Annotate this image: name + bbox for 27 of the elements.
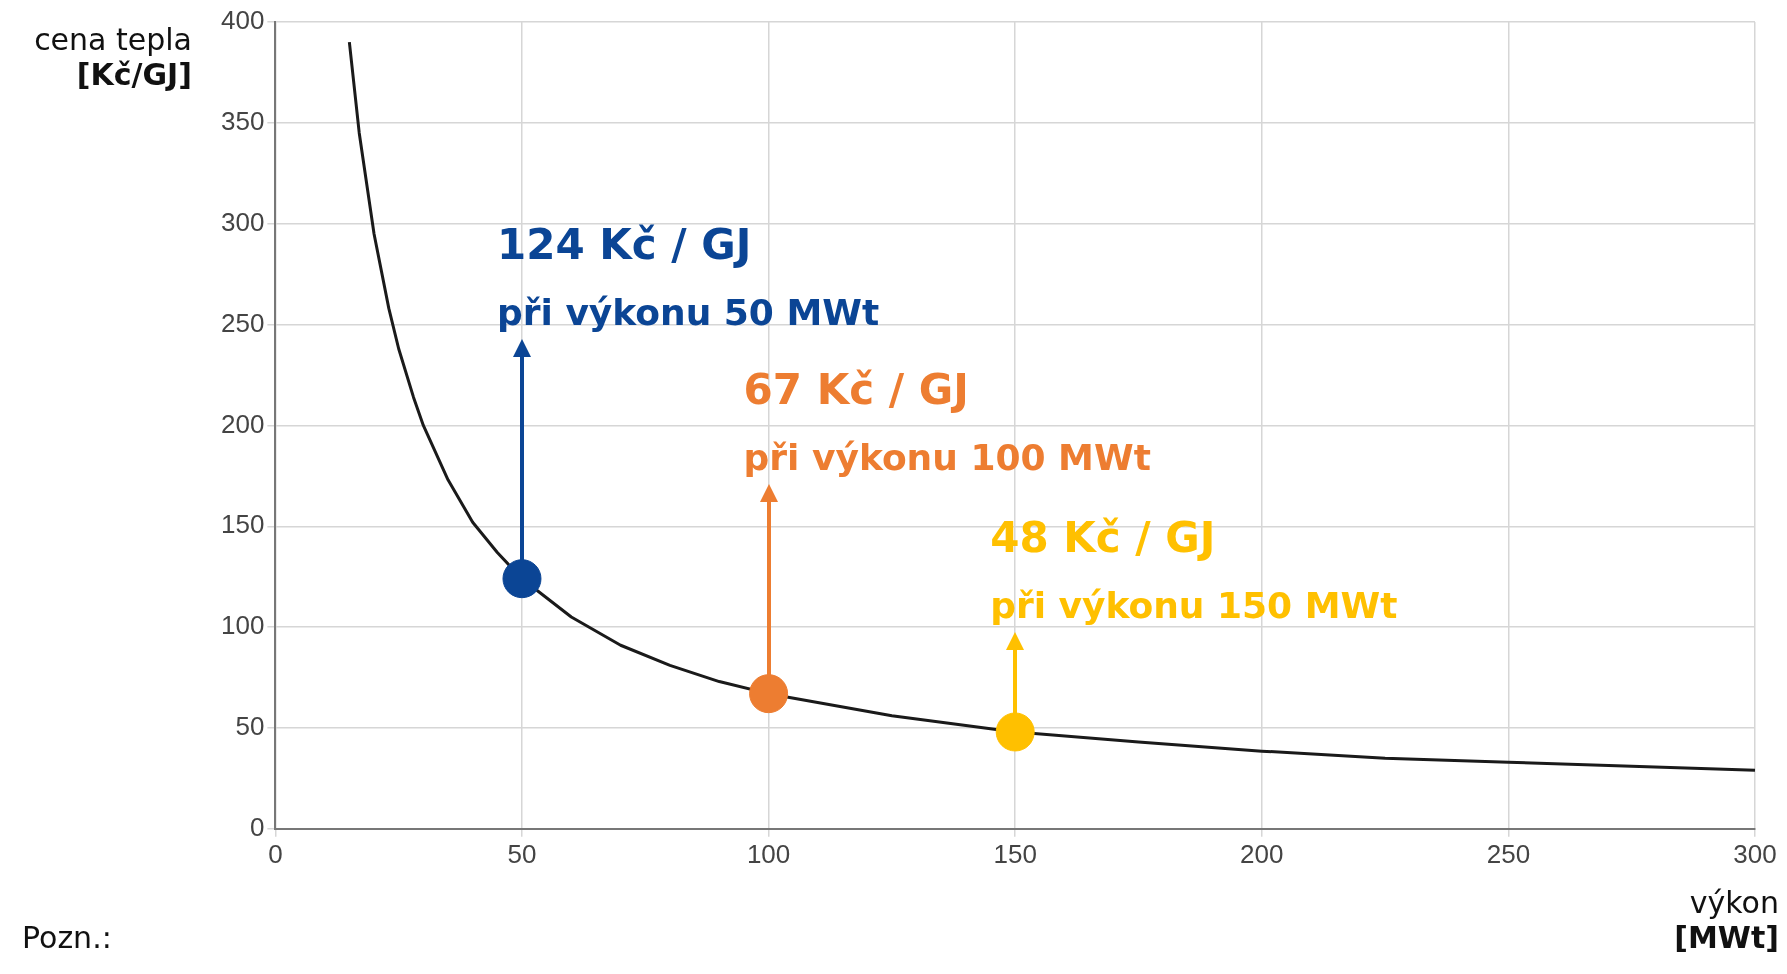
y-tick-label: 100 — [220, 610, 265, 641]
y-tick-label: 400 — [220, 5, 265, 36]
y-tick-label: 150 — [220, 509, 265, 540]
annotation: 124 Kč / GJ — [496, 219, 752, 269]
x-axis-title: výkon [MWt] — [1674, 885, 1779, 955]
annotation: 67 Kč / GJ — [743, 364, 969, 414]
y-tick-label: 200 — [220, 408, 265, 439]
y-tick-label: 300 — [220, 206, 265, 237]
x-tick-label: 200 — [1240, 838, 1284, 869]
y-axis-title: cena tepla [Kč/GJ] — [34, 22, 192, 92]
annotation: při výkonu 150 MWt — [990, 584, 1398, 626]
point — [749, 674, 789, 714]
y-tick-label: 250 — [220, 307, 265, 338]
x-tick-label: 50 — [507, 838, 537, 869]
annotation: při výkonu 100 MWt — [743, 436, 1151, 478]
point — [502, 559, 542, 599]
annotation: při výkonu 50 MWt — [496, 291, 880, 333]
text: Pozn.: — [22, 920, 112, 955]
x-tick-label: 250 — [1486, 838, 1531, 869]
point — [995, 712, 1035, 752]
x-tick-label: 150 — [993, 838, 1037, 869]
y-tick-label: 350 — [220, 106, 265, 137]
x-tick-label: 100 — [746, 838, 791, 869]
y-tick-label: 0 — [249, 811, 265, 842]
y-tick-label: 50 — [235, 711, 265, 742]
annotation: 48 Kč / GJ — [990, 512, 1216, 562]
x-tick-label: 300 — [1733, 838, 1777, 869]
